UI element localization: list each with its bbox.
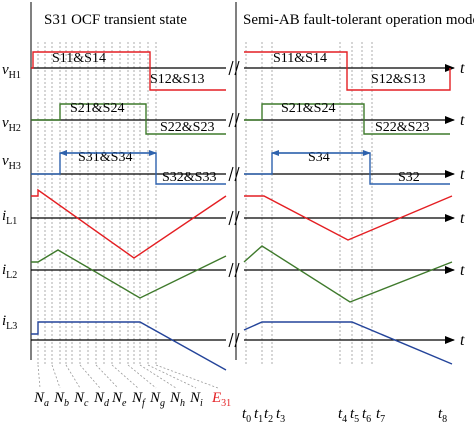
right-time-label-7: t7 bbox=[376, 406, 385, 425]
dash-fan-left-9 bbox=[155, 364, 219, 389]
right-time-label-3: t3 bbox=[276, 406, 285, 425]
wave-vh2-right bbox=[244, 103, 450, 135]
axis-unit-2: t bbox=[460, 166, 465, 183]
dash-fan-left-8 bbox=[147, 364, 197, 389]
row-labels: vH1 vH2 vH3 iL1 iL2 iL3 bbox=[2, 62, 21, 332]
right-time-label-5: t5 bbox=[350, 406, 359, 425]
wave-vh2-left bbox=[31, 103, 226, 135]
label-h3-left-high: S31&S34 bbox=[78, 150, 132, 165]
label-h2-left-low: S22&S23 bbox=[160, 120, 214, 135]
break-b-3 bbox=[234, 210, 240, 226]
axis-break-marks bbox=[228, 60, 240, 348]
left-time-label-5: Nf bbox=[131, 390, 146, 409]
label-h1-right-high: S11&S14 bbox=[273, 51, 327, 66]
dashed-guides bbox=[37, 42, 373, 389]
right-title: Semi-AB fault-tolerant operation mode of… bbox=[243, 12, 474, 28]
wave-vh1-left bbox=[31, 51, 226, 91]
right-time-label-2: t2 bbox=[264, 406, 273, 425]
dash-fan-left-7 bbox=[139, 364, 177, 389]
waveforms bbox=[31, 51, 453, 371]
right-time-labels: t0 t1 t2 t3 t4 t5 t6 t7 t8 bbox=[242, 406, 447, 425]
axis-unit-0: t bbox=[460, 60, 465, 77]
row-label-vh3: vH3 bbox=[2, 153, 21, 172]
break-a-4 bbox=[228, 262, 234, 278]
break-b-1 bbox=[234, 112, 240, 128]
dash-fan-left-3 bbox=[79, 364, 101, 389]
left-time-label-4: Ne bbox=[111, 390, 127, 409]
row-label-il1: iL1 bbox=[2, 208, 17, 227]
label-h2-left-high: S21&S24 bbox=[70, 101, 124, 116]
left-title: S31 OCF transient state bbox=[44, 12, 187, 28]
axis-unit-5: t bbox=[460, 332, 465, 349]
dash-fan-left-0 bbox=[37, 364, 41, 389]
left-time-label-2: Nc bbox=[73, 390, 89, 409]
row-label-il3: iL3 bbox=[2, 313, 17, 332]
label-h2-right-high: S21&S24 bbox=[281, 101, 335, 116]
label-h1-left-low: S12&S13 bbox=[150, 72, 204, 87]
break-b-4 bbox=[234, 262, 240, 278]
dash-fan-left-1 bbox=[51, 364, 61, 389]
break-a-5 bbox=[228, 332, 234, 348]
right-time-label-0: t0 bbox=[242, 406, 251, 425]
break-b-5 bbox=[234, 332, 240, 348]
left-time-label-6: Ng bbox=[149, 390, 165, 409]
break-a-0 bbox=[228, 60, 234, 76]
wave-il3-left bbox=[31, 321, 227, 371]
dash-fan-left-4 bbox=[95, 364, 119, 389]
wave-il2-left bbox=[31, 249, 227, 299]
axis-unit-1: t bbox=[460, 112, 465, 129]
axis-unit-4: t bbox=[460, 262, 465, 279]
row-label-vh2: vH2 bbox=[2, 115, 21, 134]
left-time-label-3: Nd bbox=[93, 390, 110, 409]
right-time-label-4: t4 bbox=[338, 406, 347, 425]
row-label-il2: iL2 bbox=[2, 262, 17, 281]
break-a-2 bbox=[228, 166, 234, 182]
label-h3-right-high: S34 bbox=[308, 150, 330, 165]
label-h2-right-low: S22&S23 bbox=[375, 120, 429, 135]
label-h1-left-high: S11&S14 bbox=[52, 51, 106, 66]
wave-il2-right bbox=[243, 245, 453, 303]
label-h1-right-low: S12&S13 bbox=[371, 72, 425, 87]
right-time-label-1: t1 bbox=[254, 406, 263, 425]
row-label-vh1: vH1 bbox=[2, 62, 21, 81]
left-time-labels: Na Nb Nc Nd Ne Nf Ng Nh Ni E31 bbox=[33, 390, 231, 409]
label-h3-left-low: S32&S33 bbox=[162, 170, 216, 185]
right-time-label-6: t6 bbox=[362, 406, 371, 425]
wave-vh1-right bbox=[244, 51, 451, 91]
dash-fan-left-6 bbox=[127, 364, 157, 389]
wave-il3-right bbox=[243, 321, 453, 365]
break-b-2 bbox=[234, 166, 240, 182]
axis-unit-3: t bbox=[460, 210, 465, 227]
dash-fan-left-5 bbox=[111, 364, 139, 389]
left-time-label-9: E31 bbox=[211, 390, 231, 409]
wave-il1-left bbox=[31, 188, 227, 259]
switch-labels: S11&S14 S12&S13 S11&S14 S12&S13 S21&S24 … bbox=[52, 51, 429, 185]
left-time-label-7: Nh bbox=[169, 390, 185, 409]
right-time-label-8: t8 bbox=[438, 406, 447, 425]
label-h3-right-low: S32 bbox=[398, 170, 420, 185]
dash-fan-left-2 bbox=[65, 364, 81, 389]
left-time-label-8: Ni bbox=[189, 390, 203, 409]
wave-il1-right bbox=[244, 195, 453, 241]
time-axes: t t t t t t bbox=[31, 60, 465, 349]
left-time-label-0: Na bbox=[33, 390, 49, 409]
left-time-label-1: Nb bbox=[53, 390, 69, 409]
break-a-1 bbox=[228, 112, 234, 128]
break-b-0 bbox=[234, 60, 240, 76]
break-a-3 bbox=[228, 210, 234, 226]
